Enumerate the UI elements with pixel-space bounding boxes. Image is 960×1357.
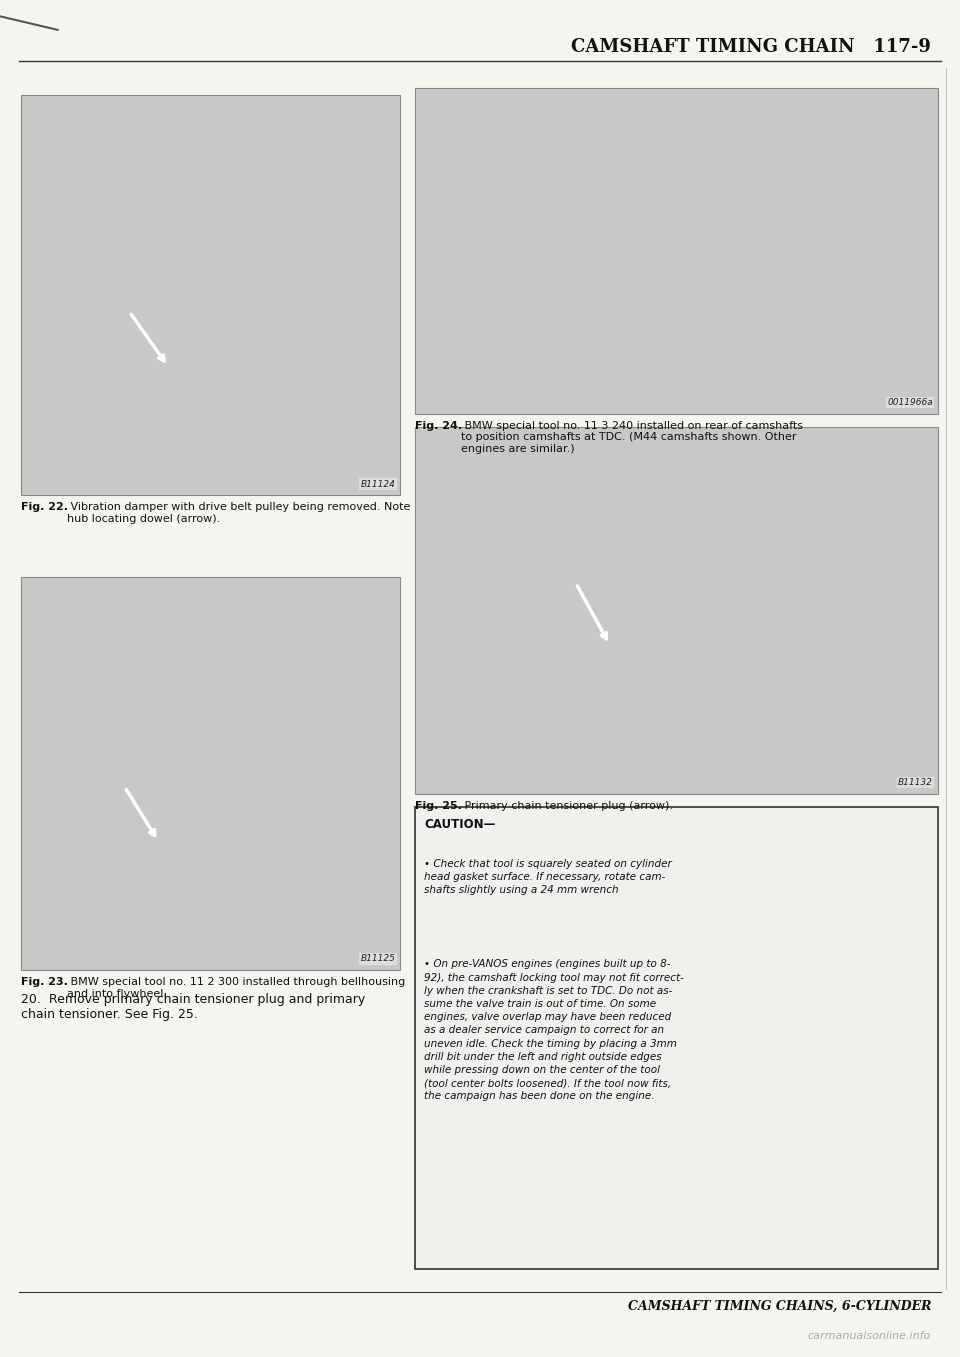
- Text: 20.  Remove primary chain tensioner plug and primary
chain tensioner. See Fig. 2: 20. Remove primary chain tensioner plug …: [21, 993, 366, 1022]
- Text: BMW special tool no. 11 2 300 installed through bellhousing
and into flywheel.: BMW special tool no. 11 2 300 installed …: [67, 977, 405, 999]
- Text: B11125: B11125: [361, 954, 396, 963]
- Text: carmanualsonline.info: carmanualsonline.info: [808, 1331, 931, 1341]
- FancyBboxPatch shape: [415, 88, 938, 414]
- Text: Fig. 22.: Fig. 22.: [21, 502, 68, 512]
- Text: CAUTION—: CAUTION—: [424, 818, 495, 832]
- Text: CAMSHAFT TIMING CHAIN   117-9: CAMSHAFT TIMING CHAIN 117-9: [571, 38, 931, 56]
- Text: • Check that tool is squarely seated on cylinder
head gasket surface. If necessa: • Check that tool is squarely seated on …: [424, 859, 672, 896]
- FancyBboxPatch shape: [415, 427, 938, 794]
- Text: BMW special tool no. 11 3 240 installed on rear of camshafts
to position camshaf: BMW special tool no. 11 3 240 installed …: [461, 421, 803, 453]
- FancyBboxPatch shape: [21, 95, 400, 495]
- Text: B11132: B11132: [899, 778, 933, 787]
- Text: Fig. 23.: Fig. 23.: [21, 977, 68, 987]
- Text: Fig. 24.: Fig. 24.: [415, 421, 462, 430]
- Text: Vibration damper with drive belt pulley being removed. Note
hub locating dowel (: Vibration damper with drive belt pulley …: [67, 502, 411, 524]
- FancyBboxPatch shape: [21, 577, 400, 970]
- Text: Primary chain tensioner plug (arrow).: Primary chain tensioner plug (arrow).: [461, 801, 673, 810]
- Text: 0011966a: 0011966a: [887, 398, 933, 407]
- Text: B11124: B11124: [361, 479, 396, 489]
- Text: CAMSHAFT TIMING CHAINS, 6-CYLINDER: CAMSHAFT TIMING CHAINS, 6-CYLINDER: [628, 1300, 931, 1314]
- FancyBboxPatch shape: [415, 807, 938, 1269]
- Text: Fig. 25.: Fig. 25.: [415, 801, 462, 810]
- Text: • On pre-VANOS engines (engines built up to 8-
92), the camshaft locking tool ma: • On pre-VANOS engines (engines built up…: [424, 959, 684, 1102]
